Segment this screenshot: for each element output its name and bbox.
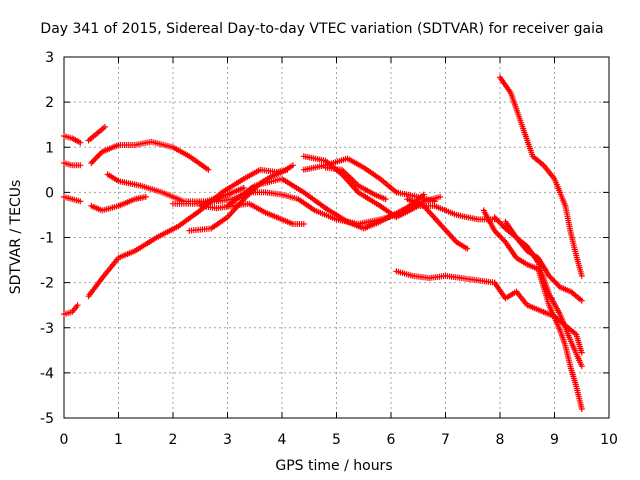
series-s17 [404,196,471,252]
y-tick-label: -5 [40,411,54,427]
series-s20 [480,207,585,412]
grid [64,57,609,418]
series-marks [61,133,84,146]
series-s15 [300,155,438,205]
series-marks [300,155,438,205]
series-marks [61,193,84,205]
series-s12 [197,200,307,227]
y-tick-label: -4 [40,366,54,382]
series-marks [88,193,149,214]
series-marks [61,160,84,169]
x-tick-label: 4 [278,432,287,448]
x-tick-label: 6 [387,432,396,448]
series-marks [480,207,585,412]
y-tick-label: 3 [45,50,54,66]
x-axis-label: GPS time / hours [275,458,392,474]
series-s21 [502,218,585,370]
y-axis-label: SDTVAR / TECUs [8,180,24,295]
x-tick-label: 7 [441,432,450,448]
y-tick-labels: -5 -4 -3 -2 -1 0 1 2 3 [40,50,54,427]
x-tick-label: 0 [60,432,69,448]
series-marks [497,74,585,279]
series-marks [88,138,212,173]
series-s8 [61,302,81,318]
series-s22 [497,74,585,279]
series-s1 [61,133,84,146]
series-s6 [88,193,149,214]
x-tick-labels: 0 1 2 3 4 5 6 7 8 9 10 [60,432,618,448]
y-tick-label: 1 [45,140,54,156]
series-marks [85,166,291,300]
series-s16 [322,164,389,203]
series-marks [61,302,81,318]
x-tick-label: 3 [223,432,232,448]
axis-ticks [63,56,610,419]
y-tick-label: -2 [40,276,54,292]
series-s3 [61,160,84,169]
x-tick-label: 2 [169,432,178,448]
y-tick-label: 2 [45,95,54,111]
series-marks [404,196,471,252]
series-marks [85,123,108,144]
x-tick-label: 10 [600,432,618,448]
y-tick-label: -3 [40,321,54,337]
x-tick-label: 1 [114,432,123,448]
series-marks [197,200,307,227]
series-s4 [88,138,212,173]
series-s9 [85,166,291,300]
y-tick-label: 0 [45,185,54,201]
chart-title: Day 341 of 2015, Sidereal Day-to-day VTE… [40,21,603,37]
x-tick-label: 8 [496,432,505,448]
series-marks [322,164,389,203]
y-tick-label: -1 [40,231,54,247]
series-marks [502,218,585,370]
x-tick-label: 9 [550,432,559,448]
x-tick-label: 5 [332,432,341,448]
data-series [61,74,585,412]
series-s2 [85,123,108,144]
series-s5 [61,193,84,205]
